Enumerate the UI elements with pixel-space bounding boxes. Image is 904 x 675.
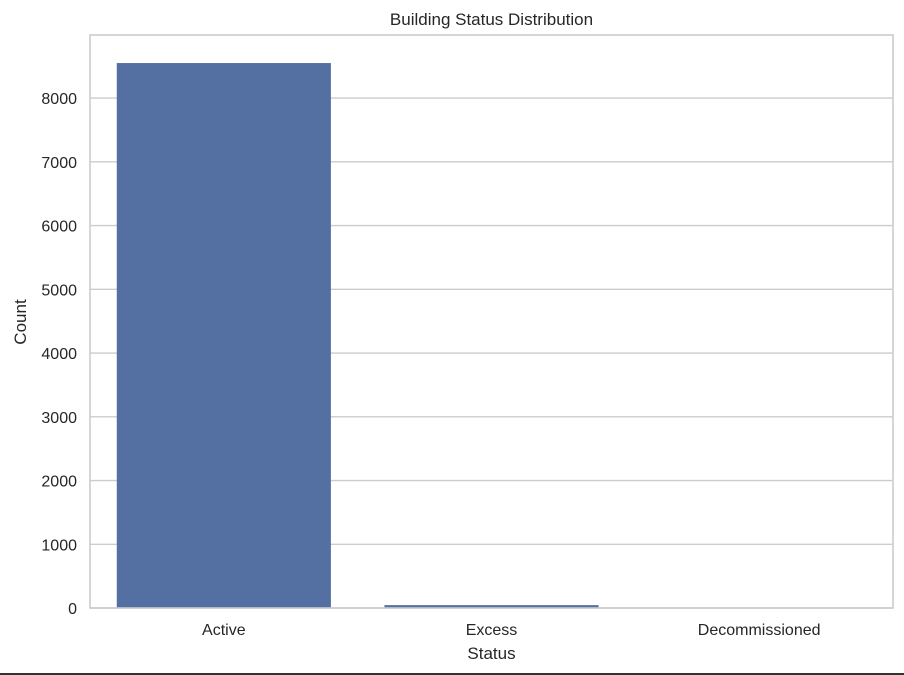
y-tick-label: 7000 bbox=[41, 155, 77, 172]
y-tick-label: 2000 bbox=[41, 474, 77, 491]
x-tick-labels: Active Excess Decommissioned bbox=[202, 622, 820, 639]
plot-frame bbox=[89, 34, 894, 609]
bars bbox=[116, 63, 867, 608]
y-tick-label: 0 bbox=[68, 601, 77, 618]
y-tick-label: 4000 bbox=[41, 346, 77, 363]
x-axis-label: Status bbox=[467, 644, 515, 663]
chart-title: Building Status Distribution bbox=[390, 10, 593, 29]
y-tick-label: 6000 bbox=[41, 219, 77, 236]
y-tick-label: 5000 bbox=[41, 282, 77, 299]
bar-excess bbox=[384, 605, 599, 608]
y-tick-label: 8000 bbox=[41, 91, 77, 108]
x-tick-label-decommissioned: Decommissioned bbox=[698, 622, 821, 639]
y-tick-label: 3000 bbox=[41, 410, 77, 427]
y-axis-label: Count bbox=[11, 299, 30, 345]
y-tick-label: 1000 bbox=[41, 537, 77, 554]
x-tick-label-excess: Excess bbox=[466, 622, 518, 639]
bar-active bbox=[116, 63, 331, 608]
x-tick-label-active: Active bbox=[202, 622, 246, 639]
y-tick-labels: 0 1000 2000 3000 4000 5000 6000 7000 8000 bbox=[41, 91, 77, 618]
